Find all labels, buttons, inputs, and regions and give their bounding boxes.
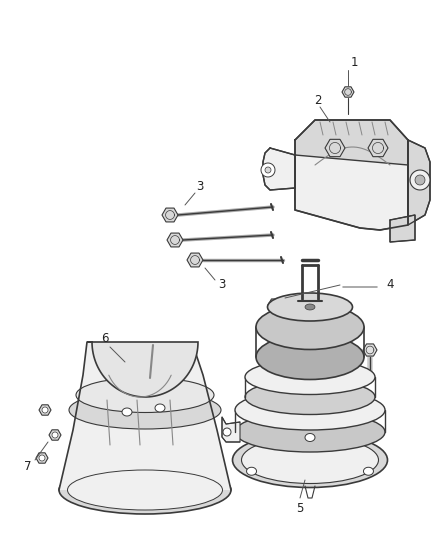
Polygon shape: [295, 155, 315, 210]
Ellipse shape: [241, 437, 378, 483]
Polygon shape: [87, 342, 198, 397]
Polygon shape: [295, 155, 408, 230]
Polygon shape: [261, 163, 275, 177]
Polygon shape: [364, 467, 374, 475]
Polygon shape: [247, 467, 257, 475]
Ellipse shape: [235, 412, 385, 452]
Text: 4: 4: [386, 279, 394, 292]
Polygon shape: [162, 208, 178, 222]
Ellipse shape: [235, 390, 385, 430]
Polygon shape: [42, 407, 48, 413]
Polygon shape: [325, 139, 345, 157]
Polygon shape: [415, 175, 425, 185]
Ellipse shape: [268, 293, 353, 321]
Text: 1: 1: [350, 55, 358, 69]
Polygon shape: [39, 455, 45, 461]
Polygon shape: [36, 453, 48, 463]
Text: 7: 7: [24, 461, 32, 473]
Ellipse shape: [233, 432, 388, 488]
Polygon shape: [265, 167, 271, 173]
Polygon shape: [390, 215, 415, 242]
Text: 5: 5: [297, 502, 304, 514]
Polygon shape: [368, 139, 388, 157]
Ellipse shape: [256, 304, 364, 350]
Polygon shape: [49, 430, 61, 440]
Polygon shape: [122, 408, 132, 416]
Text: 2: 2: [314, 94, 322, 108]
Ellipse shape: [69, 391, 221, 429]
Text: 6: 6: [101, 332, 109, 344]
Text: 3: 3: [218, 279, 226, 292]
Polygon shape: [295, 120, 408, 175]
Polygon shape: [155, 404, 165, 412]
Polygon shape: [167, 233, 183, 247]
Polygon shape: [305, 433, 315, 441]
Polygon shape: [39, 405, 51, 415]
Ellipse shape: [245, 379, 375, 415]
Ellipse shape: [245, 359, 375, 394]
Polygon shape: [222, 417, 240, 442]
Polygon shape: [363, 344, 377, 356]
Ellipse shape: [256, 335, 364, 379]
Polygon shape: [263, 148, 295, 190]
Ellipse shape: [59, 466, 231, 514]
Polygon shape: [187, 253, 203, 267]
Polygon shape: [268, 299, 282, 311]
Polygon shape: [52, 432, 58, 438]
Polygon shape: [342, 87, 354, 97]
Text: 3: 3: [196, 181, 204, 193]
Polygon shape: [305, 304, 315, 310]
Polygon shape: [59, 342, 231, 490]
Ellipse shape: [76, 377, 214, 413]
Polygon shape: [223, 428, 231, 436]
Polygon shape: [408, 140, 430, 225]
Polygon shape: [410, 170, 430, 190]
Ellipse shape: [67, 470, 223, 510]
